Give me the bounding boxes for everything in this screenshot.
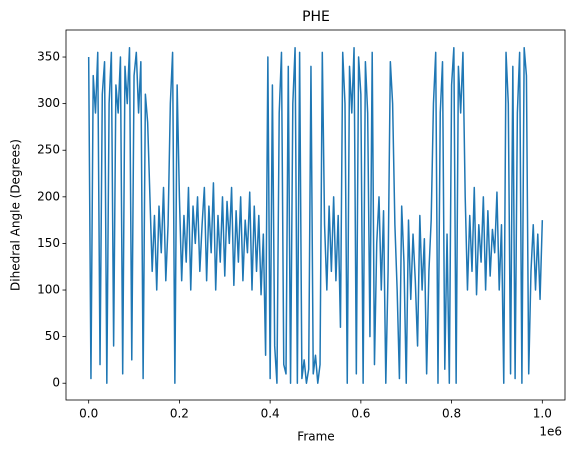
x-tick-label: 0.0 [79,407,98,421]
axes-frame [65,29,566,401]
data-line [87,46,544,384]
y-tick-label: 50 [45,329,60,343]
y-tick-label: 200 [37,189,60,203]
x-tick-label: 1.0 [533,407,552,421]
y-tick-label: 0 [52,376,60,390]
y-tick-label: 100 [37,283,60,297]
x-tick-label: 0.6 [351,407,370,421]
chart-title: PHE [302,9,330,25]
y-tick-label: 250 [37,143,60,157]
x-axis-label: Frame [297,430,334,444]
y-tick-label: 350 [37,50,60,64]
y-tick-label: 150 [37,236,60,250]
y-axis-label: Dihedral Angle (Degrees) [9,139,23,291]
y-tick-label: 300 [37,96,60,110]
x-tick-label: 0.8 [442,407,461,421]
x-tick-label: 0.2 [170,407,189,421]
x-tick-label: 0.4 [261,407,280,421]
x-offset-label: 1e6 [539,425,562,439]
